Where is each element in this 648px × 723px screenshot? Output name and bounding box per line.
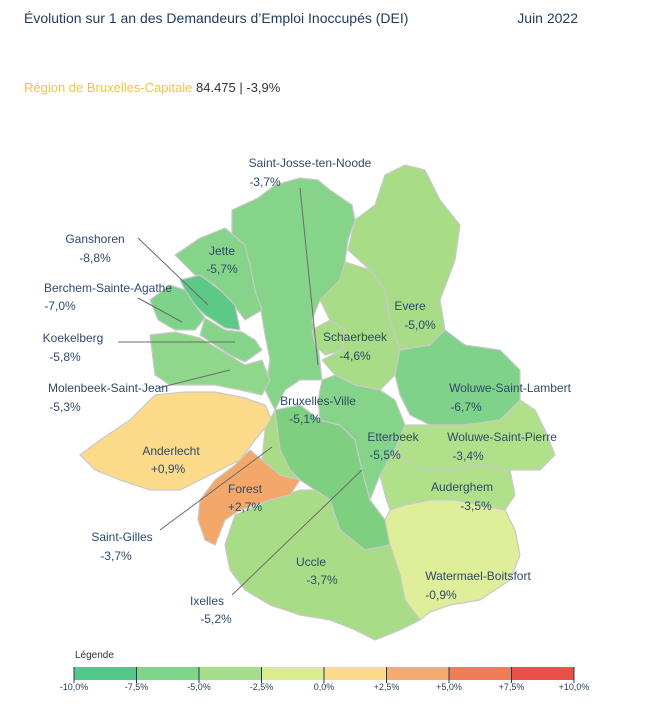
leader-molenbeek — [157, 369, 231, 389]
legend-swatch — [136, 667, 199, 680]
legend-swatch — [511, 667, 574, 680]
commune-anderlecht[interactable] — [79, 391, 273, 491]
legend-title: Légende — [75, 650, 114, 661]
value-uccle: -3,7% — [306, 573, 338, 587]
label-etterbeek: Etterbeek — [367, 430, 419, 444]
leader-ixelles — [231, 469, 363, 596]
leader-saint-josse — [299, 187, 319, 366]
legend-tick-label: -7,5% — [124, 682, 149, 692]
value-saint-gilles: -3,7% — [100, 549, 132, 563]
label-uccle: Uccle — [296, 555, 326, 569]
commune-uccle[interactable] — [224, 489, 421, 641]
label-evere: Evere — [394, 299, 426, 313]
value-koekelberg: -5,8% — [49, 350, 81, 364]
value-anderlecht: +0,9% — [151, 462, 186, 476]
label-berchem: Berchem-Sainte-Agathe — [44, 281, 172, 295]
legend-swatch — [386, 667, 449, 680]
value-ixelles: -5,2% — [200, 612, 232, 626]
legend-tick-label: -5,0% — [187, 682, 211, 692]
value-forest: +2,7% — [228, 500, 263, 514]
value-jette: -5,7% — [206, 262, 238, 276]
value-ganshoren: -8,8% — [79, 251, 111, 265]
label-woluwe-saint-pierre: Woluwe-Saint-Pierre — [447, 430, 557, 444]
value-woluwe-saint-lambert: -6,7% — [450, 400, 482, 414]
value-saint-josse: -3,7% — [249, 175, 281, 189]
commune-evere[interactable] — [347, 164, 461, 351]
label-saint-josse: Saint-Josse-ten-Noode — [249, 156, 372, 170]
leader-ganshoren — [137, 237, 209, 306]
value-molenbeek: -5,3% — [49, 400, 81, 414]
commune-molenbeek[interactable] — [149, 331, 271, 396]
legend-swatch — [199, 667, 262, 680]
value-evere: -5,0% — [404, 318, 436, 332]
value-bruxelles-ville: -5,1% — [289, 412, 321, 426]
legend-ticks: -10,0% -7,5% -5,0% -2,5% 0,0% +2,5% +5,0% +7,5%… — [0, 682, 648, 698]
legend-tick-label: 0,0% — [313, 682, 335, 692]
value-schaerbeek: -4,6% — [339, 349, 371, 363]
legend-tick-label: +7,5% — [498, 682, 525, 692]
label-schaerbeek: Schaerbeek — [323, 330, 388, 344]
value-watermael-boitsfort: -0,9% — [425, 588, 457, 602]
value-etterbeek: -5,5% — [369, 448, 401, 462]
commune-koekelberg[interactable] — [199, 317, 263, 363]
label-bruxelles-ville: Bruxelles-Ville — [280, 394, 356, 408]
leader-saint-gilles — [159, 446, 273, 531]
region-summary: Région de Bruxelles-Capitale 84.475 | -3… — [24, 80, 280, 95]
label-ixelles: Ixelles — [190, 594, 224, 608]
legend-tick-label: +5,0% — [436, 682, 462, 692]
page-title: Évolution sur 1 an des Demandeurs d’Empl… — [24, 10, 409, 26]
label-watermael-boitsfort: Watermael-Boitsfort — [425, 569, 531, 583]
value-auderghem: -3,5% — [460, 499, 492, 513]
region-name: Région de Bruxelles-Capitale — [24, 80, 193, 95]
commune-forest[interactable] — [197, 449, 301, 546]
label-jette: Jette — [209, 244, 235, 258]
legend-swatch — [449, 667, 512, 680]
legend-swatch — [261, 667, 324, 680]
legend-tick-label: +2,5% — [373, 682, 400, 692]
label-forest: Forest — [228, 482, 263, 496]
legend-swatch — [324, 667, 387, 680]
label-anderlecht: Anderlecht — [142, 444, 200, 458]
label-molenbeek: Molenbeek-Saint-Jean — [48, 381, 168, 395]
leader-berchem — [137, 297, 183, 323]
label-auderghem: Auderghem — [431, 480, 493, 494]
region-value: 84.475 | -3,9% — [196, 80, 281, 95]
legend-color-bar — [73, 667, 575, 683]
label-woluwe-saint-lambert: Woluwe-Saint-Lambert — [449, 381, 571, 395]
value-woluwe-saint-pierre: -3,4% — [452, 449, 484, 463]
value-berchem: -7,0% — [44, 299, 76, 313]
label-koekelberg: Koekelberg — [43, 331, 104, 345]
legend-tick-label: +10,0% — [558, 682, 590, 692]
label-saint-gilles: Saint-Gilles — [91, 530, 152, 544]
legend-swatch — [74, 667, 137, 680]
legend-tick-label: -2,5% — [249, 682, 274, 692]
legend-tick-label: -10,0% — [59, 682, 89, 692]
report-date: Juin 2022 — [517, 10, 578, 26]
label-ganshoren: Ganshoren — [65, 232, 124, 246]
